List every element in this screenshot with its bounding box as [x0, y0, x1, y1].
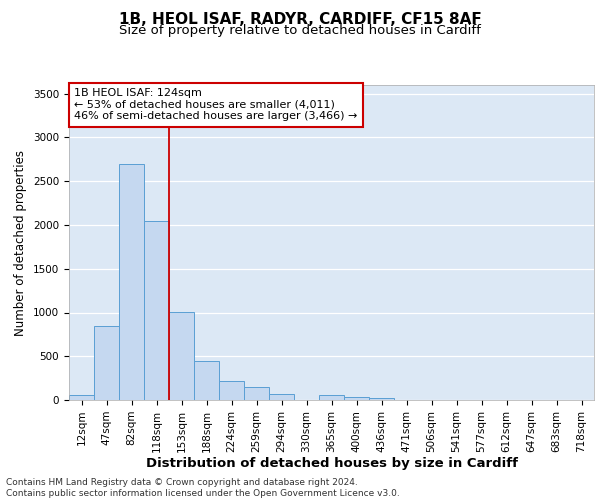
X-axis label: Distribution of detached houses by size in Cardiff: Distribution of detached houses by size …: [146, 458, 517, 470]
Text: 1B, HEOL ISAF, RADYR, CARDIFF, CF15 8AF: 1B, HEOL ISAF, RADYR, CARDIFF, CF15 8AF: [119, 12, 481, 28]
Y-axis label: Number of detached properties: Number of detached properties: [14, 150, 28, 336]
Bar: [144, 220, 169, 400]
Bar: [369, 398, 394, 400]
Bar: [269, 394, 294, 400]
Bar: [244, 387, 269, 400]
Text: Size of property relative to detached houses in Cardiff: Size of property relative to detached ho…: [119, 24, 481, 37]
Text: Contains HM Land Registry data © Crown copyright and database right 2024.
Contai: Contains HM Land Registry data © Crown c…: [6, 478, 400, 498]
Bar: [344, 396, 369, 400]
Bar: [219, 381, 244, 400]
Bar: [319, 395, 344, 400]
Bar: [69, 395, 94, 400]
Bar: [194, 360, 219, 400]
Text: 1B HEOL ISAF: 124sqm
← 53% of detached houses are smaller (4,011)
46% of semi-de: 1B HEOL ISAF: 124sqm ← 53% of detached h…: [74, 88, 358, 122]
Bar: [169, 312, 194, 400]
Bar: [119, 164, 144, 400]
Bar: [94, 326, 119, 400]
